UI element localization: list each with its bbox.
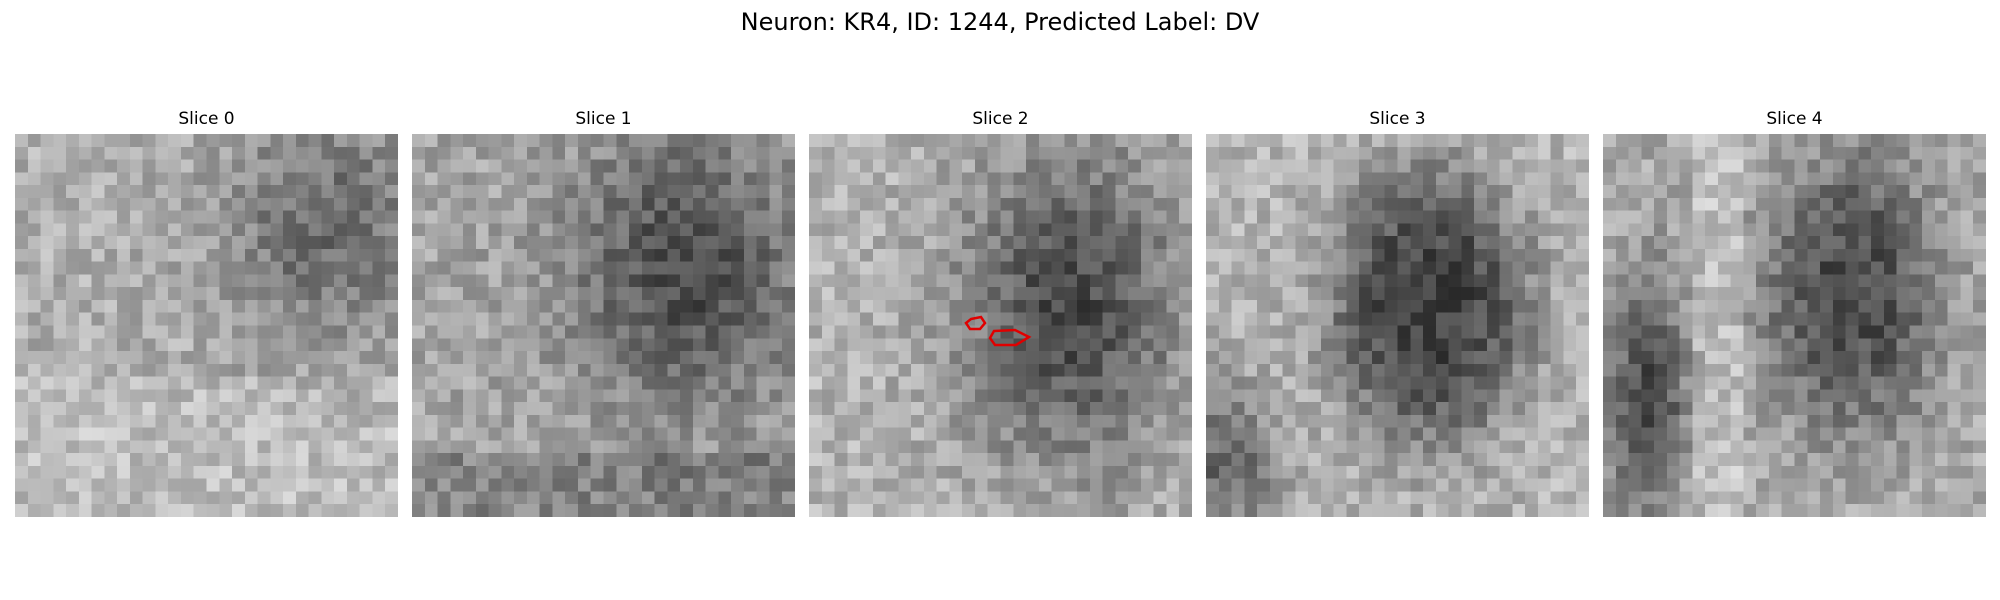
slice-title: Slice 4	[1766, 109, 1823, 129]
slice-image	[809, 134, 1192, 517]
slice-image	[15, 134, 398, 517]
slice-title: Slice 1	[575, 109, 632, 129]
roi-contour	[964, 315, 987, 331]
figure-title: Neuron: KR4, ID: 1244, Predicted Label: …	[740, 8, 1260, 36]
slice-title: Slice 0	[178, 109, 235, 129]
slice-image	[1603, 134, 1986, 517]
roi-overlay	[964, 315, 1032, 347]
slice-image	[412, 134, 795, 517]
slice-title: Slice 2	[972, 109, 1029, 129]
slice-image	[1206, 134, 1589, 517]
roi-contour	[988, 328, 1032, 347]
slice-title: Slice 3	[1369, 109, 1426, 129]
